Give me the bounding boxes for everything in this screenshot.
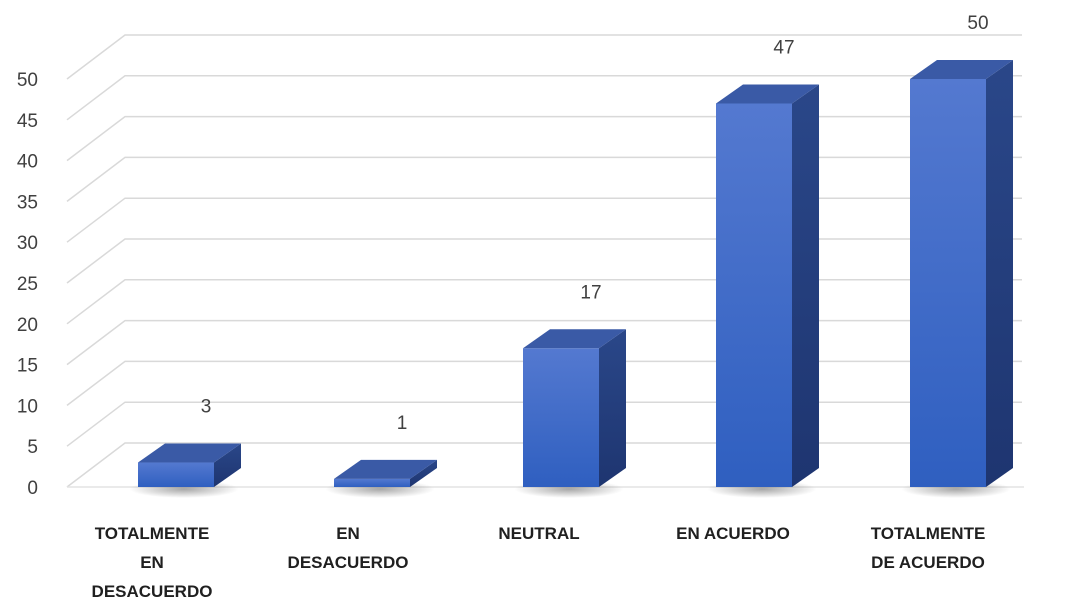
y-tick-label: 5 [27,437,38,458]
bars [129,60,1013,498]
bar-top [910,60,1013,79]
y-tick-label: 40 [17,152,38,173]
bar-top [716,84,819,104]
y-tick-label: 20 [17,315,38,336]
y-tick-label: 50 [17,70,38,91]
gridline [66,75,1022,121]
bar-side [214,443,241,487]
y-axis-ticks: 0 5 10 15 20 25 30 35 40 45 50 [17,70,38,499]
bar-front [523,348,599,487]
bar-front [334,478,410,487]
y-tick-label: 35 [17,192,38,213]
gridline [66,279,1022,325]
data-label: 1 [397,413,408,434]
y-tick-label: 45 [17,111,38,132]
x-category-label: TOTALMENTE EN DESACUERDO [92,524,213,601]
x-axis-categories: TOTALMENTE EN DESACUERDO EN DESACUERDO NEUTRA… [92,524,986,601]
bar-side [986,60,1013,487]
bar [707,84,819,498]
data-label: 47 [773,37,794,58]
y-tick-label: 25 [17,274,38,295]
data-label: 3 [201,397,212,418]
x-category-label: NEUTRAL [498,524,579,543]
data-label: 17 [580,282,601,303]
y-tick-label: 30 [17,233,38,254]
gridline [66,115,1022,162]
x-category-label: TOTALMENTE DE ACUERDO [871,524,986,572]
x-category-label: EN ACUERDO [676,524,790,543]
y-tick-label: 15 [17,356,38,377]
data-labels: 3 1 17 47 50 [201,13,989,434]
bar-side [792,84,819,487]
gridline [66,197,1022,243]
bar [514,329,626,498]
bar-front [138,462,214,487]
data-label: 50 [967,13,988,34]
bar [901,60,1013,498]
gridline [66,156,1022,202]
bar-front [910,79,986,487]
bar-side [599,329,626,487]
bar [129,443,241,498]
gridline [66,238,1022,284]
y-tick-label: 10 [17,396,38,417]
x-category-label: EN DESACUERDO [288,524,409,572]
bar [325,459,437,498]
bar-top [334,459,437,479]
bar-top [138,443,241,463]
y-tick-label: 0 [27,478,38,499]
bar-side [410,459,437,487]
bar-front [716,103,792,487]
bar-top [523,329,626,349]
gridline [66,34,1022,80]
